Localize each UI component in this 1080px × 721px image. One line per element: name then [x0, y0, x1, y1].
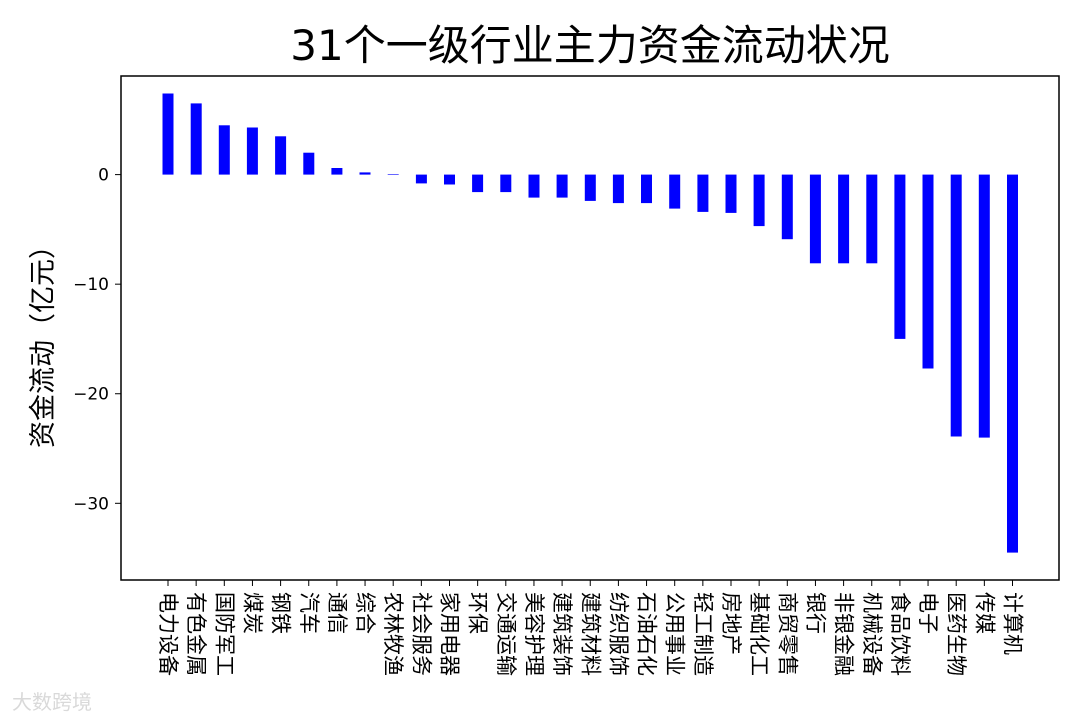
bar-食品饮料: [894, 174, 906, 339]
bar-非银金融: [838, 174, 850, 264]
chart-title: 31个一级行业主力资金流动状况: [290, 21, 889, 70]
y-tick-label: −30: [73, 494, 109, 514]
bar-轻工制造: [697, 174, 709, 212]
x-tick-label: 通信: [325, 592, 349, 634]
x-tick-label: 钢铁: [269, 592, 293, 634]
x-tick-label: 计算机: [1001, 592, 1025, 655]
bar-电力设备: [162, 93, 174, 175]
bar-银行: [809, 174, 821, 264]
bar-公用事业: [669, 174, 681, 209]
bar-电子: [922, 174, 934, 369]
bar-石油石化: [641, 174, 652, 204]
x-tick-label: 基础化工: [747, 592, 771, 676]
x-tick-label: 家用电器: [438, 592, 462, 676]
x-tick-label: 建筑装饰: [550, 592, 574, 676]
x-tick-label: 煤炭: [240, 592, 264, 634]
bar-环保: [472, 174, 484, 193]
x-tick-label: 汽车: [297, 592, 321, 634]
y-tick-label: −20: [73, 385, 109, 405]
x-tick-label: 商贸零售: [775, 592, 799, 676]
x-tick-label: 公用事业: [663, 592, 687, 676]
x-tick-label: 传媒: [972, 592, 996, 634]
bar-国防军工: [218, 125, 230, 175]
bar-纺织服饰: [612, 174, 624, 204]
y-tick-label: 0: [98, 166, 109, 186]
bar-美容护理: [528, 174, 540, 198]
x-tick-label: 社会服务: [409, 592, 433, 676]
x-tick-label: 机械设备: [860, 592, 884, 676]
bar-钢铁: [275, 136, 287, 175]
bar-有色金属: [190, 103, 202, 175]
bar-建筑材料: [584, 174, 596, 201]
bar-传媒: [978, 174, 990, 438]
bar-商贸零售: [781, 174, 793, 240]
bar-房地产: [725, 174, 737, 213]
bar-交通运输: [500, 174, 512, 193]
bar-综合: [359, 172, 371, 175]
x-tick-label: 食品饮料: [888, 592, 912, 676]
x-tick-label: 银行: [803, 592, 827, 634]
bar-医药生物: [950, 174, 962, 437]
bar-农林牧渔: [387, 174, 399, 175]
x-tick-label: 美容护理: [522, 592, 546, 676]
bar-汽车: [303, 152, 315, 175]
y-tick-label: −10: [73, 275, 109, 295]
x-tick-label: 环保: [466, 592, 490, 634]
x-tick-label: 房地产: [719, 592, 743, 655]
x-tick-label: 电子: [916, 592, 940, 634]
x-tick-label: 石油石化: [635, 592, 659, 676]
x-tick-label: 建筑材料: [578, 592, 602, 676]
x-tick-label: 国防军工: [212, 592, 236, 676]
x-tick-label: 交通运输: [494, 592, 518, 676]
bar-计算机: [1007, 174, 1018, 553]
x-tick-label: 农林牧渔: [381, 592, 405, 676]
bar-基础化工: [753, 174, 765, 227]
bar-家用电器: [444, 174, 455, 185]
x-tick-label: 非银金融: [832, 592, 856, 676]
bar-机械设备: [866, 174, 878, 264]
x-tick-label: 电力设备: [156, 592, 180, 676]
bar-建筑装饰: [556, 174, 568, 198]
watermark: 大数跨境: [12, 690, 92, 714]
x-tick-label: 轻工制造: [691, 592, 715, 676]
y-axis-label: 资金流动（亿元）: [28, 232, 59, 448]
bar-煤炭: [246, 127, 258, 175]
x-tick-label: 医药生物: [944, 592, 968, 676]
x-tick-label: 有色金属: [184, 592, 208, 676]
x-tick-label: 纺织服饰: [606, 592, 630, 676]
plot-frame: [120, 75, 1060, 581]
x-tick-label: 综合: [353, 592, 377, 634]
bar-通信: [331, 168, 343, 175]
bar-社会服务: [415, 174, 427, 184]
